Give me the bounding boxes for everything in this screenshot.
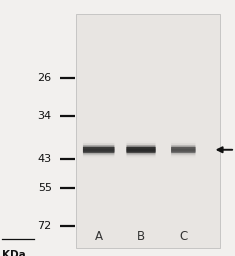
FancyBboxPatch shape [171, 151, 196, 154]
FancyBboxPatch shape [126, 152, 156, 156]
Text: 43: 43 [38, 154, 52, 164]
FancyBboxPatch shape [171, 143, 196, 147]
Text: A: A [95, 230, 103, 243]
FancyBboxPatch shape [126, 147, 156, 151]
FancyBboxPatch shape [171, 147, 196, 153]
Text: B: B [137, 230, 145, 243]
FancyBboxPatch shape [83, 152, 114, 156]
Text: 72: 72 [37, 221, 52, 231]
FancyBboxPatch shape [171, 149, 196, 153]
Text: 55: 55 [38, 183, 52, 193]
Text: C: C [179, 230, 188, 243]
FancyBboxPatch shape [171, 145, 196, 149]
FancyBboxPatch shape [83, 151, 114, 154]
FancyBboxPatch shape [83, 145, 114, 149]
FancyBboxPatch shape [83, 143, 114, 147]
Text: 34: 34 [38, 111, 52, 122]
FancyBboxPatch shape [171, 152, 196, 156]
FancyBboxPatch shape [126, 143, 156, 147]
FancyBboxPatch shape [126, 145, 156, 149]
FancyBboxPatch shape [76, 14, 220, 248]
Text: KDa: KDa [2, 250, 26, 256]
FancyBboxPatch shape [83, 147, 114, 151]
FancyBboxPatch shape [83, 147, 114, 153]
FancyBboxPatch shape [83, 149, 114, 153]
FancyBboxPatch shape [126, 147, 156, 153]
FancyBboxPatch shape [171, 147, 196, 151]
FancyBboxPatch shape [126, 151, 156, 154]
Text: 26: 26 [38, 73, 52, 83]
FancyBboxPatch shape [126, 149, 156, 153]
